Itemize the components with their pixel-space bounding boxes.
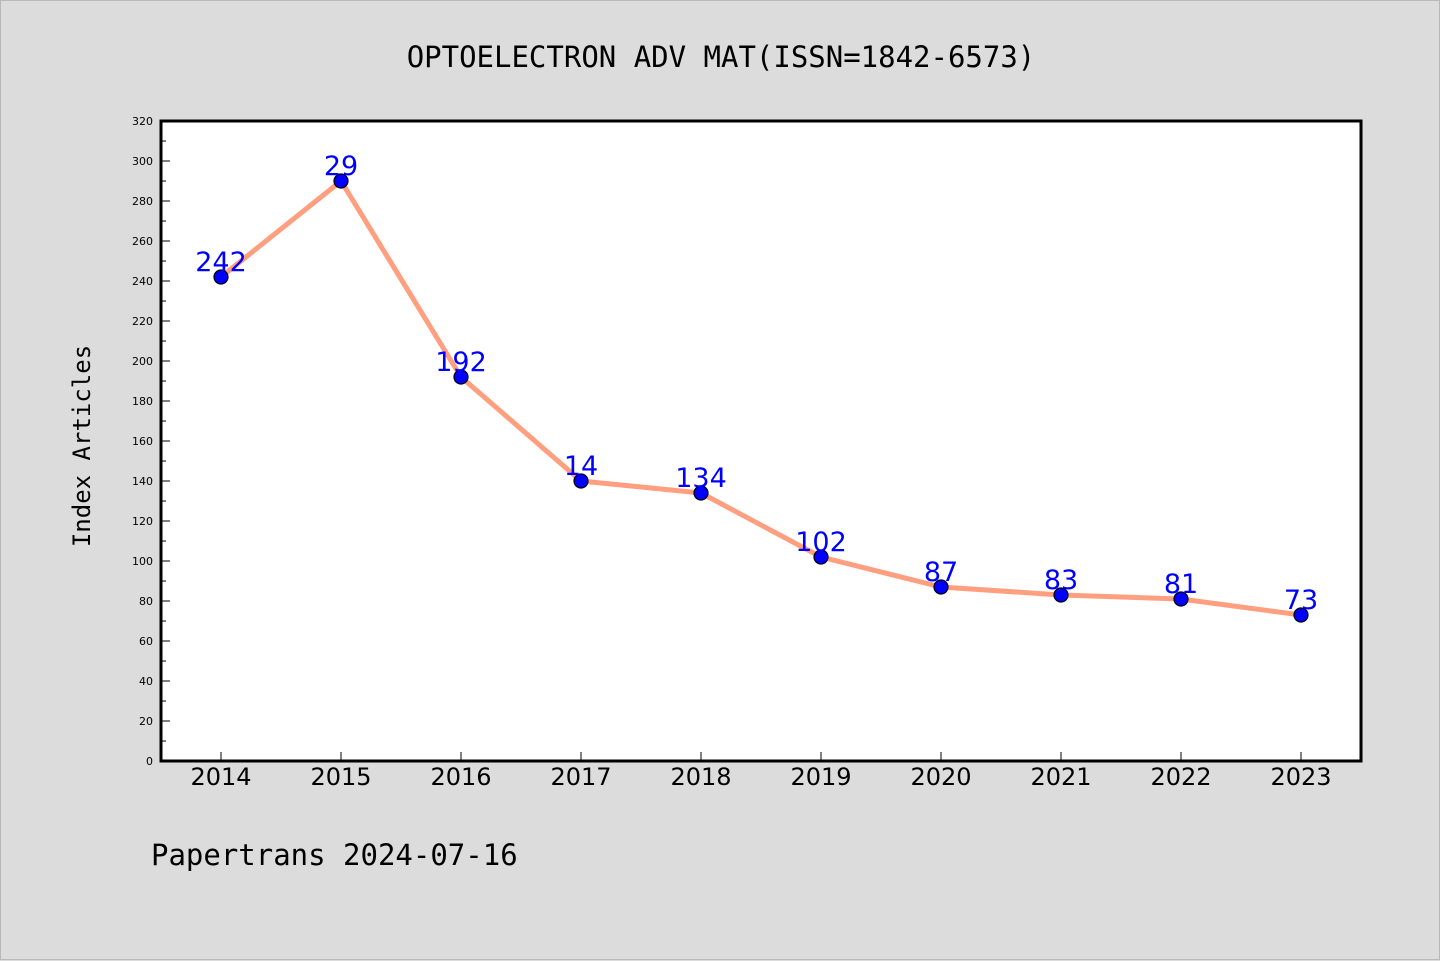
x-tick-label: 2020	[910, 763, 971, 791]
y-tick-label: 320	[132, 115, 153, 128]
y-axis: 0 20 40 60 80 100 120 140 160 180 200 220 240 260 280 3…	[132, 115, 170, 768]
data-label: 81	[1164, 569, 1198, 600]
x-tick-label: 2021	[1030, 763, 1091, 791]
data-labels-group: 242 29 192 14 134 102 87 83 81 73	[195, 151, 1318, 616]
data-label: 192	[435, 347, 487, 378]
data-point	[573, 473, 589, 489]
data-label: 14	[564, 451, 598, 482]
y-tick-label: 180	[132, 395, 153, 408]
x-tick-label: 2017	[550, 763, 611, 791]
data-point	[813, 549, 829, 565]
y-tick-label: 140	[132, 475, 153, 488]
data-label: 102	[795, 527, 847, 558]
chart-title: OPTOELECTRON ADV MAT(ISSN=1842-6573)	[407, 40, 1036, 74]
y-tick-label: 100	[132, 555, 153, 568]
data-point	[1293, 607, 1309, 623]
data-point	[693, 485, 709, 501]
data-label: 134	[675, 463, 727, 494]
y-tick-label: 300	[132, 155, 153, 168]
data-point	[453, 369, 469, 385]
data-label: 29	[324, 151, 358, 182]
y-tick-label: 240	[132, 275, 153, 288]
data-label: 73	[1284, 585, 1318, 616]
x-tick-label: 2019	[790, 763, 851, 791]
data-point	[1053, 587, 1069, 603]
y-tick-label: 80	[139, 595, 153, 608]
data-point	[933, 579, 949, 595]
y-axis-label: Index Articles	[68, 345, 96, 547]
data-point	[333, 173, 349, 189]
y-tick-label: 280	[132, 195, 153, 208]
y-tick-label: 260	[132, 235, 153, 248]
series-points-group	[213, 173, 1309, 623]
x-tick-label: 2016	[430, 763, 491, 791]
plot-area	[159, 119, 1363, 763]
data-label: 87	[924, 557, 958, 588]
data-point	[213, 269, 229, 285]
y-tick-label: 160	[132, 435, 153, 448]
y-tick-label: 120	[132, 515, 153, 528]
y-tick-label: 220	[132, 315, 153, 328]
footer-watermark: Papertrans 2024-07-16	[151, 838, 518, 872]
x-axis: 2014 2015 2016 2017 2018 2019 2020 2021 2022 2023	[190, 752, 1332, 791]
y-tick-label: 20	[139, 715, 153, 728]
data-point	[1173, 591, 1189, 607]
data-label: 83	[1044, 565, 1078, 596]
y-tick-label: 200	[132, 355, 153, 368]
x-tick-label: 2018	[670, 763, 731, 791]
data-label: 242	[195, 247, 247, 278]
series-line	[218, 178, 1304, 618]
x-tick-label: 2022	[1150, 763, 1211, 791]
y-tick-label: 40	[139, 675, 153, 688]
series-line-group	[218, 178, 1304, 618]
x-tick-label: 2023	[1270, 763, 1331, 791]
x-tick-label: 2015	[310, 763, 371, 791]
y-tick-label: 0	[146, 755, 153, 768]
x-tick-label: 2014	[190, 763, 251, 791]
y-tick-label: 60	[139, 635, 153, 648]
